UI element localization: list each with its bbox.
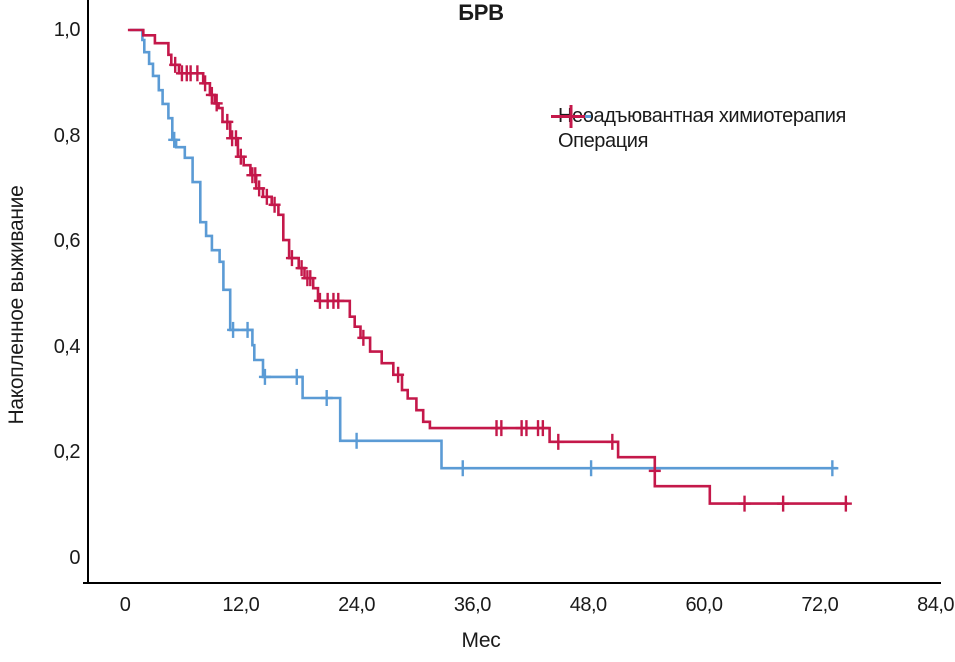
x-tick-label: 48,0 — [569, 594, 607, 616]
chart-title: БРВ — [458, 0, 504, 25]
legend-label-chemo: Неоадъювантная химиотерапия — [558, 105, 846, 127]
y-tick-label: 0,4 — [53, 335, 81, 358]
x-axis-title: Мес — [461, 629, 501, 652]
survival-curve-surgery — [127, 28, 848, 505]
y-tick-label: 0 — [69, 547, 80, 569]
legend-label-surgery: Операция — [558, 130, 649, 152]
x-tick-label: 84,0 — [917, 594, 955, 616]
y-tick-label: 0,2 — [53, 441, 81, 464]
x-tick-label: 24,0 — [338, 594, 376, 616]
legend-marker-surgery-icon — [551, 105, 585, 128]
legend: Неоадъювантная химиотерапия Операция — [551, 104, 846, 154]
x-tick-label: 72,0 — [801, 594, 839, 616]
y-tick-label: 0,8 — [53, 124, 81, 147]
x-tick-label: 60,0 — [685, 594, 723, 616]
x-tick-label: 0 — [119, 594, 131, 616]
y-tick-label: 1,0 — [53, 19, 81, 41]
x-tick-label: 12,0 — [222, 594, 260, 616]
legend-item-surgery: Операция — [551, 105, 846, 154]
x-tick-label: 36,0 — [453, 594, 491, 616]
legend-item-chemo: Неоадъювантная химиотерапия — [551, 104, 846, 129]
survival-curve-chemo — [129, 28, 838, 470]
y-axis-title: Накопленное выживание — [5, 185, 28, 425]
y-tick-label: 0,6 — [53, 230, 81, 253]
